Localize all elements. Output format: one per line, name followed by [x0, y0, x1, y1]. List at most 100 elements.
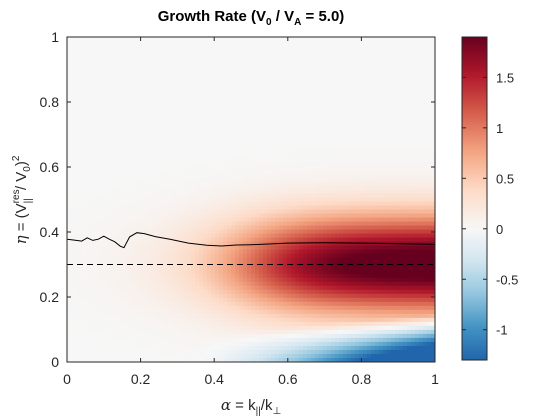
- heatmap-cell: [183, 241, 188, 247]
- heatmap-cell: [279, 153, 284, 158]
- heatmap-cell: [283, 161, 288, 166]
- heatmap-cell: [407, 233, 412, 239]
- heatmap-cell: [203, 249, 208, 255]
- heatmap-cell: [79, 145, 84, 150]
- heatmap-cell: [411, 49, 416, 54]
- heatmap-cell: [315, 185, 320, 191]
- heatmap-cell: [395, 245, 400, 251]
- heatmap-cell: [147, 201, 152, 207]
- heatmap-cell: [259, 209, 264, 215]
- heatmap-cell: [311, 45, 316, 50]
- heatmap-cell: [155, 241, 160, 247]
- heatmap-cell: [111, 125, 116, 130]
- heatmap-cell: [263, 41, 268, 46]
- heatmap-cell: [295, 193, 300, 199]
- heatmap-cell: [103, 193, 108, 199]
- heatmap-cell: [123, 193, 128, 199]
- heatmap-cell: [107, 169, 112, 175]
- heatmap-cell: [343, 137, 348, 142]
- heatmap-cell: [175, 85, 180, 90]
- heatmap-cell: [119, 105, 124, 110]
- heatmap-cell: [203, 137, 208, 142]
- heatmap-cell: [219, 101, 224, 106]
- heatmap-cell: [315, 205, 320, 211]
- heatmap-cell: [171, 161, 176, 166]
- heatmap-cell: [175, 97, 180, 102]
- heatmap-cell: [71, 113, 76, 118]
- heatmap-cell: [131, 185, 136, 191]
- heatmap-cell: [371, 129, 376, 134]
- heatmap-cell: [391, 45, 396, 50]
- heatmap-cell: [99, 53, 104, 58]
- heatmap-cell: [419, 73, 424, 78]
- heatmap-cell: [211, 169, 216, 175]
- heatmap-cell: [75, 241, 80, 247]
- heatmap-cell: [91, 101, 96, 106]
- heatmap-cell: [255, 249, 260, 255]
- heatmap-cell: [431, 85, 435, 90]
- heatmap-cell: [211, 141, 216, 146]
- heatmap-cell: [171, 49, 176, 54]
- heatmap-cell: [171, 205, 176, 211]
- heatmap-cell: [263, 209, 268, 215]
- heatmap-cell: [187, 97, 192, 102]
- heatmap-cell: [79, 121, 84, 126]
- heatmap-cell: [199, 133, 204, 138]
- heatmap-cell: [415, 133, 420, 138]
- heatmap-cell: [75, 37, 80, 42]
- heatmap-cell: [243, 81, 248, 86]
- heatmap-cell: [251, 145, 256, 150]
- heatmap-cell: [171, 229, 176, 235]
- heatmap-cell: [383, 233, 388, 239]
- heatmap-cell: [159, 229, 164, 235]
- heatmap-cell: [403, 93, 408, 98]
- heatmap-cell: [123, 65, 128, 70]
- heatmap-cell: [419, 109, 424, 114]
- heatmap-cell: [167, 101, 172, 106]
- heatmap-cell: [119, 205, 124, 211]
- heatmap-cell: [335, 233, 340, 239]
- heatmap-cell: [83, 137, 88, 142]
- heatmap-cell: [283, 133, 288, 138]
- heatmap-cell: [307, 201, 312, 207]
- heatmap-cell: [179, 53, 184, 58]
- heatmap-cell: [431, 117, 435, 122]
- heatmap-cell: [295, 185, 300, 191]
- heatmap-cell: [383, 109, 388, 114]
- heatmap-cell: [163, 221, 168, 227]
- heatmap-cell: [363, 69, 368, 74]
- heatmap-cell: [251, 77, 256, 82]
- heatmap-cell: [191, 49, 196, 54]
- heatmap-cell: [215, 117, 220, 122]
- heatmap-cell: [151, 173, 156, 179]
- heatmap-cell: [143, 53, 148, 58]
- heatmap-cell: [391, 85, 396, 90]
- heatmap-cell: [119, 153, 124, 158]
- heatmap-cell: [211, 165, 216, 171]
- heatmap-cell: [167, 149, 172, 154]
- heatmap-cell: [347, 129, 352, 134]
- heatmap-cell: [275, 85, 280, 90]
- heatmap-cell: [163, 53, 168, 58]
- heatmap-cell: [279, 245, 284, 251]
- heatmap-cell: [139, 149, 144, 154]
- heatmap-cell: [383, 37, 388, 42]
- heatmap-cell: [323, 245, 328, 251]
- heatmap-cell: [139, 229, 144, 235]
- heatmap-cell: [115, 229, 120, 235]
- heatmap-cell: [283, 53, 288, 58]
- heatmap-cell: [231, 237, 236, 243]
- heatmap-cell: [103, 117, 108, 122]
- heatmap-cell: [79, 125, 84, 130]
- heatmap-cell: [179, 45, 184, 50]
- heatmap-cell: [263, 153, 268, 158]
- heatmap-cell: [327, 205, 332, 211]
- heatmap-cell: [127, 61, 132, 66]
- heatmap-cell: [135, 253, 140, 259]
- heatmap-cell: [239, 69, 244, 74]
- heatmap-cell: [335, 69, 340, 74]
- heatmap-cell: [155, 245, 160, 251]
- heatmap-cell: [263, 45, 268, 50]
- heatmap-cell: [359, 137, 364, 142]
- heatmap-cell: [423, 101, 428, 106]
